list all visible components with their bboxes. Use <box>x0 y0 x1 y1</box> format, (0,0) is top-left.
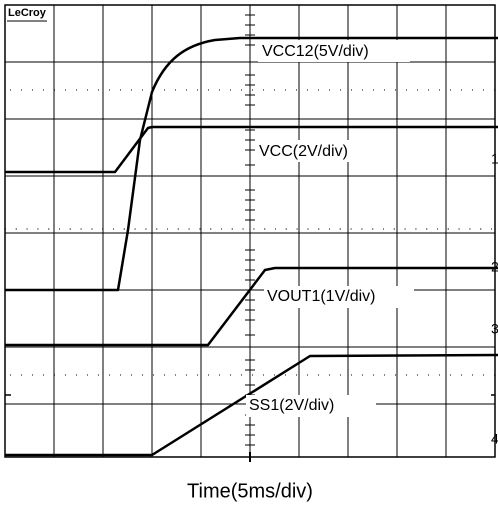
x-axis-label: Time(5ms/div) <box>187 480 313 502</box>
ss1-trace <box>5 353 498 457</box>
brand: LeCroy <box>7 7 47 22</box>
channel-marker: 1 <box>491 151 498 167</box>
trace-label: VCC(2V/div) <box>259 143 348 160</box>
channel-marker: 4 <box>491 431 498 447</box>
vout1-trace <box>5 266 498 347</box>
waveforms <box>5 36 498 457</box>
trace-label: VCC12(5V/div) <box>262 43 369 60</box>
trace-label: VOUT1(1V/div) <box>267 288 375 305</box>
channel-marker: 2 <box>491 259 498 275</box>
brand-logo: LeCroy <box>8 7 47 19</box>
vcc-trace <box>5 125 498 174</box>
channel-marker: 3 <box>491 321 498 337</box>
grid <box>4 4 496 462</box>
vcc12-trace <box>5 36 498 292</box>
trace-label: SS1(2V/div) <box>249 397 334 414</box>
